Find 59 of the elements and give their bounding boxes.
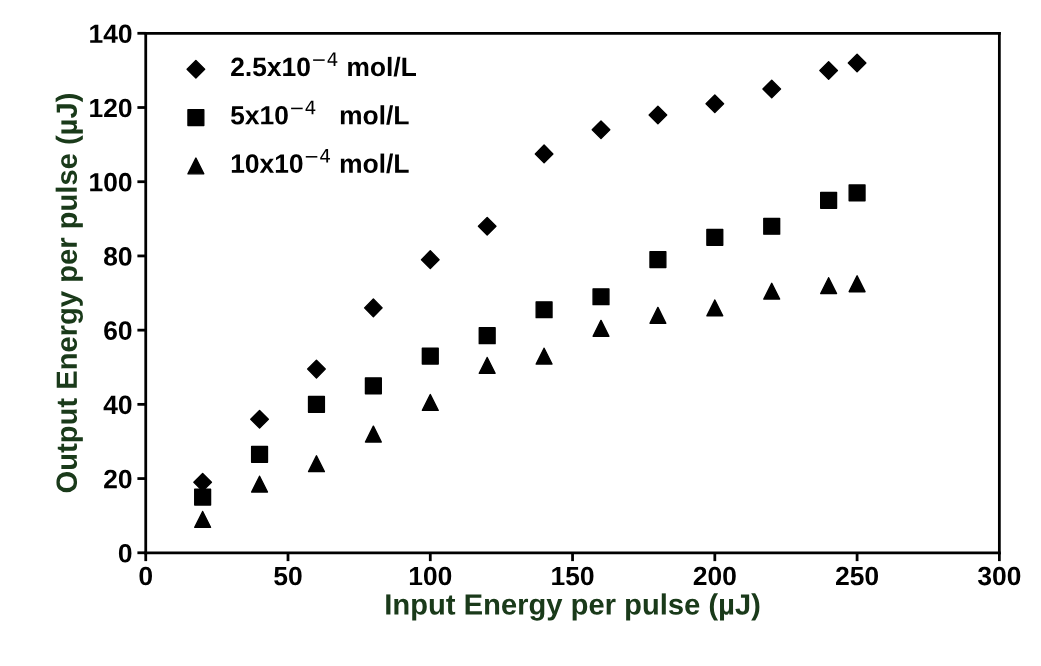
point [762, 79, 782, 99]
point [307, 455, 326, 473]
point [307, 395, 326, 413]
point [250, 475, 269, 493]
point [592, 288, 610, 306]
point [250, 445, 269, 464]
y-tick-label: 80 [104, 247, 132, 266]
point [848, 275, 866, 293]
y-tick-label: 120 [90, 98, 132, 118]
y-axis-title: Output Energy per pulse (µJ) [55, 94, 83, 493]
point [364, 425, 382, 443]
point [848, 184, 866, 202]
y-tick-label: 100 [90, 172, 132, 192]
point [820, 277, 838, 295]
point [193, 472, 213, 492]
legend-label: 2.5x10$^{−4}$ mol/L [231, 52, 416, 77]
y-tick-label: 140 [90, 24, 132, 44]
point [763, 217, 781, 235]
point [706, 299, 724, 317]
x-tick-label: 0 [139, 566, 152, 586]
point [591, 120, 611, 140]
point [649, 306, 667, 324]
x-tick-label: 300 [977, 566, 1021, 586]
point [420, 250, 440, 270]
point [592, 319, 610, 337]
point [363, 298, 383, 318]
y-tick-label: 0 [118, 543, 132, 563]
point [250, 409, 270, 429]
point [820, 191, 838, 209]
point [847, 53, 867, 73]
point [306, 359, 326, 379]
point [763, 282, 781, 300]
point [535, 301, 553, 319]
point [649, 251, 667, 269]
x-tick-label: 50 [274, 566, 302, 586]
legend-label: 10x10$^{−4}$ mol/L [231, 149, 409, 174]
x-tick-label: 100 [409, 566, 452, 586]
point [478, 327, 496, 345]
x-tick-label: 150 [552, 566, 594, 586]
point [421, 393, 439, 412]
y-tick-label: 40 [103, 395, 132, 415]
point [819, 60, 839, 80]
y-tick-label: 60 [104, 321, 132, 340]
text: 5x10$^{−4}$ mol/L [231, 100, 409, 125]
point [194, 510, 212, 528]
point [194, 488, 212, 506]
point [421, 347, 439, 365]
point [705, 94, 725, 114]
point [477, 216, 497, 236]
point [534, 144, 554, 164]
x-axis-title: Input Energy per pulse (µJ) [386, 593, 760, 621]
x-tick-label: 250 [835, 566, 879, 586]
y-tick-label: 20 [104, 469, 132, 489]
x-tick-label: 200 [693, 566, 736, 586]
point [364, 377, 382, 395]
point [706, 228, 724, 246]
point [648, 105, 668, 125]
point [478, 356, 496, 375]
point [535, 347, 553, 365]
